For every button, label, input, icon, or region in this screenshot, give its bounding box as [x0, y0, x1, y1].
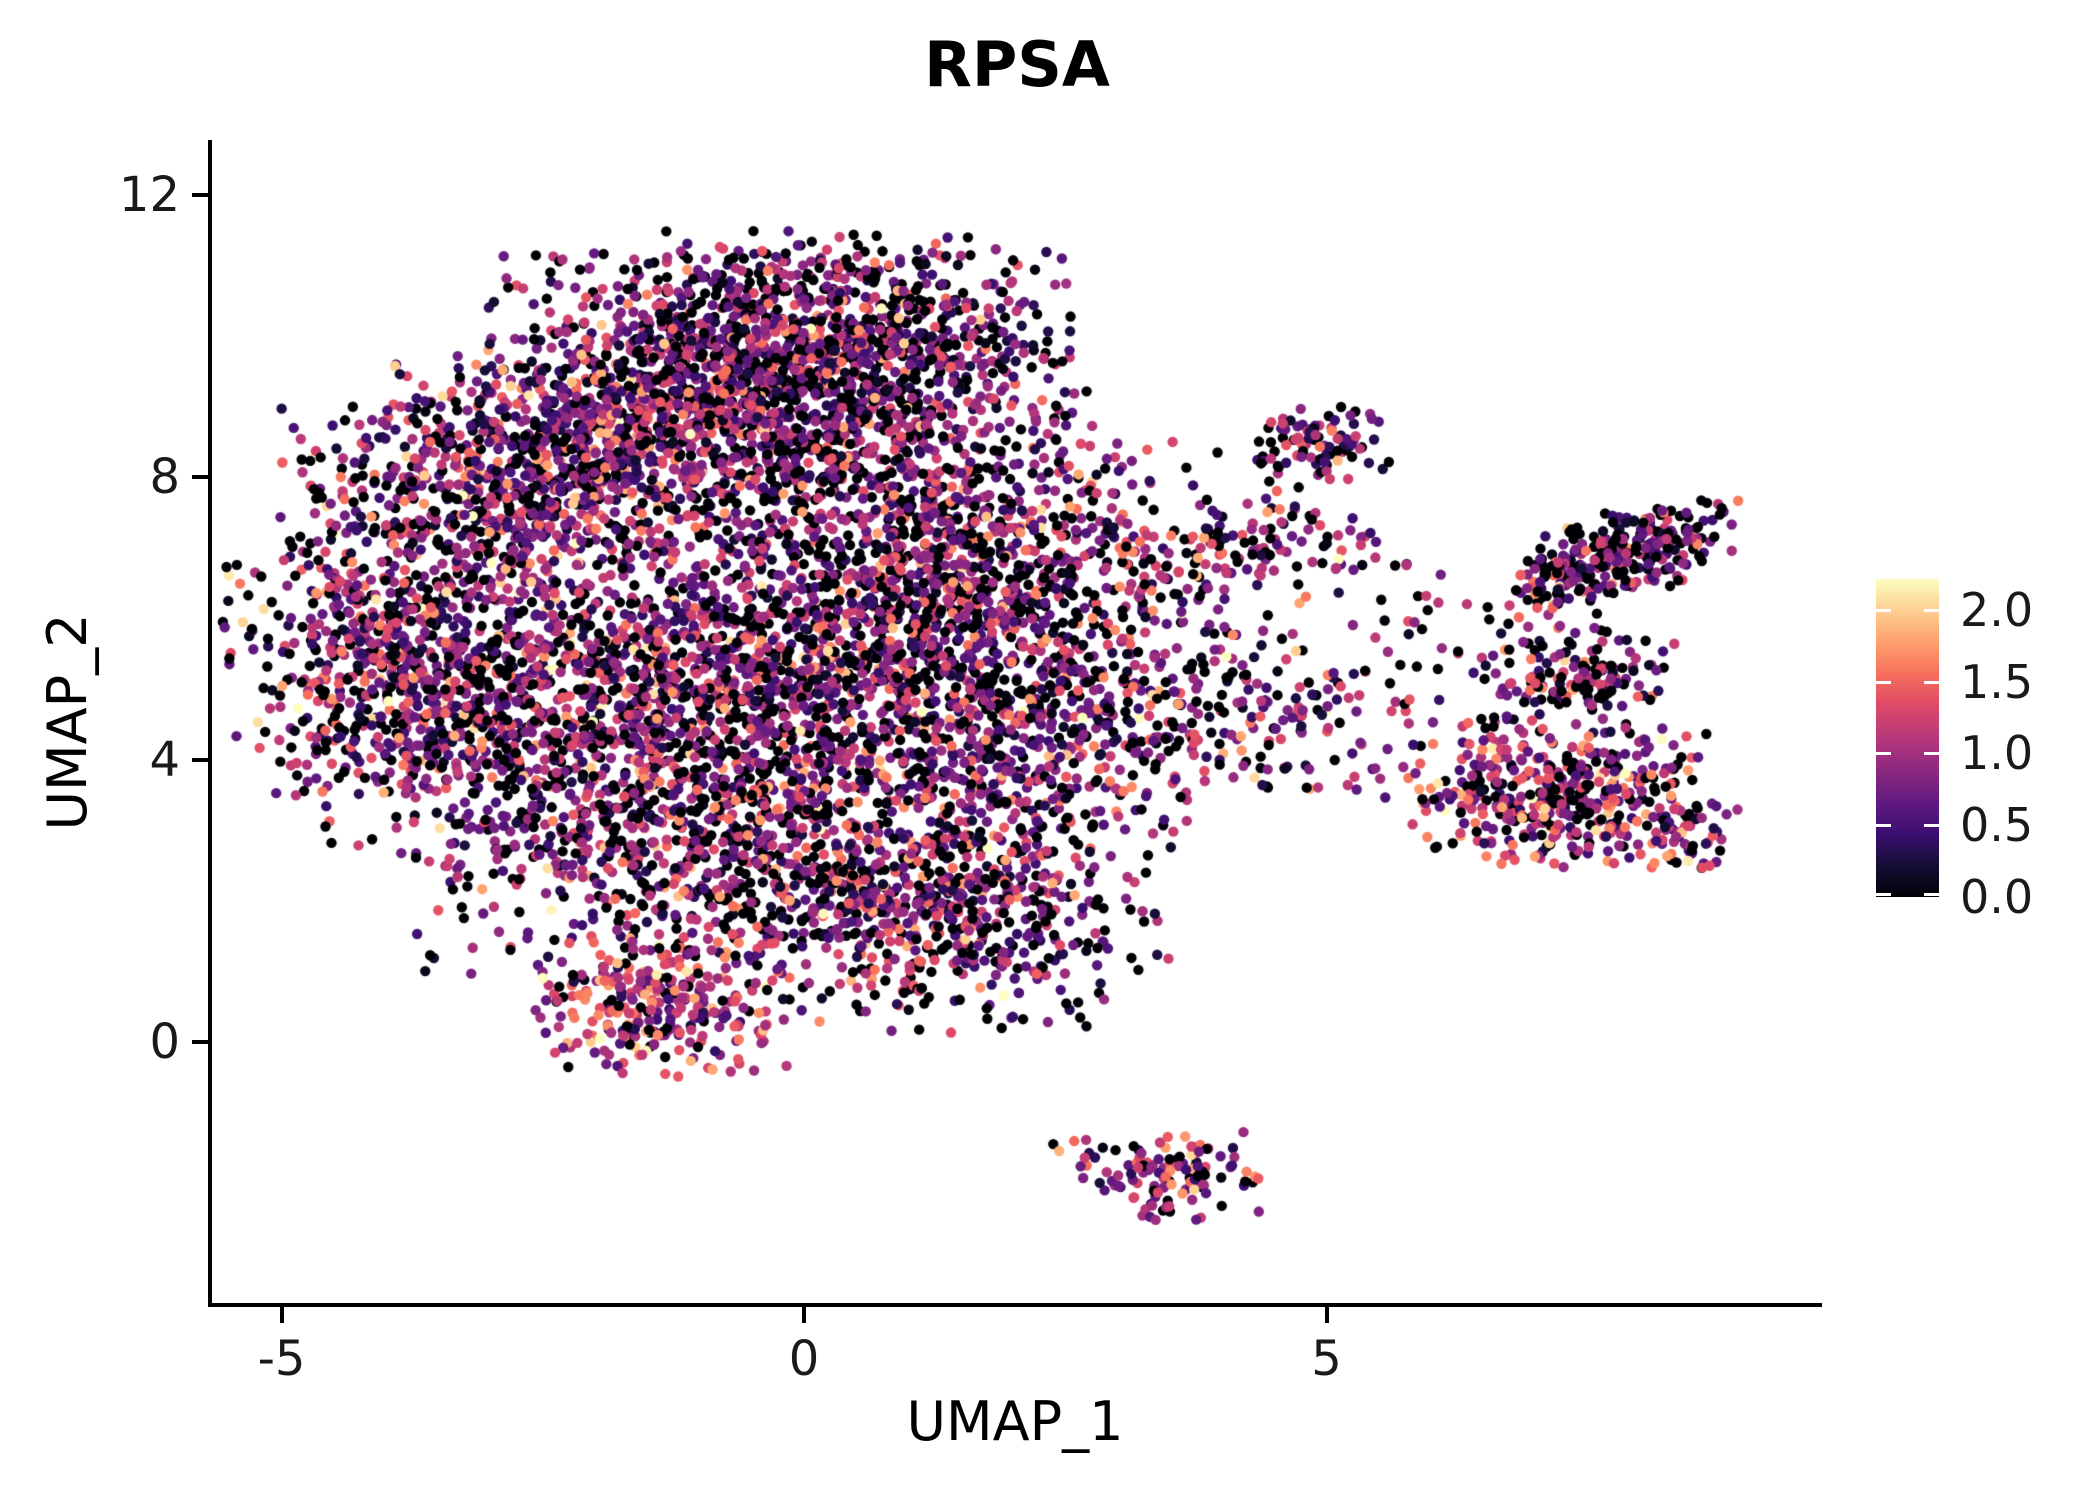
x-tick-mark [1324, 1307, 1329, 1323]
colorbar-tick-mark [1876, 752, 1891, 756]
x-tick-mark [802, 1307, 806, 1323]
y-tick-label: 0 [149, 1014, 180, 1070]
colorbar-tick-label: 0.5 [1960, 798, 2034, 853]
colorbar-tick-mark [1924, 752, 1939, 756]
y-tick-mark [192, 1040, 208, 1044]
y-axis-title: UMAP_2 [36, 613, 99, 830]
colorbar-tick-mark [1876, 824, 1891, 828]
y-tick-label: 8 [149, 449, 180, 506]
colorbar-tick-mark [1924, 680, 1939, 684]
x-tick-mark [279, 1307, 284, 1323]
colorbar-tick-mark [1876, 680, 1891, 684]
y-axis-line [208, 140, 212, 1307]
x-tick-label: 5 [1311, 1331, 1342, 1387]
y-tick-mark [192, 475, 208, 480]
x-tick-label: 0 [788, 1331, 820, 1387]
colorbar-gradient [1876, 579, 1939, 897]
colorbar-tick-mark [1876, 893, 1891, 896]
colorbar-tick-label: 1.0 [1960, 726, 2034, 781]
x-axis-title: UMAP_1 [906, 1390, 1124, 1453]
colorbar-tick-label: 2.0 [1960, 582, 2034, 637]
x-tick-label: -5 [257, 1331, 306, 1387]
colorbar-tick-mark [1924, 824, 1939, 828]
y-tick-label: 12 [118, 166, 180, 223]
y-tick-mark [192, 757, 208, 762]
x-axis-line [208, 1303, 1822, 1307]
y-tick-mark [192, 192, 208, 197]
colorbar-tick-label: 0.0 [1960, 870, 2034, 924]
colorbar-tick-mark [1876, 608, 1891, 612]
colorbar-tick-mark [1924, 893, 1939, 896]
colorbar-tick-mark [1924, 608, 1939, 612]
y-tick-label: 4 [149, 731, 180, 788]
colorbar-tick-label: 1.5 [1960, 654, 2034, 709]
